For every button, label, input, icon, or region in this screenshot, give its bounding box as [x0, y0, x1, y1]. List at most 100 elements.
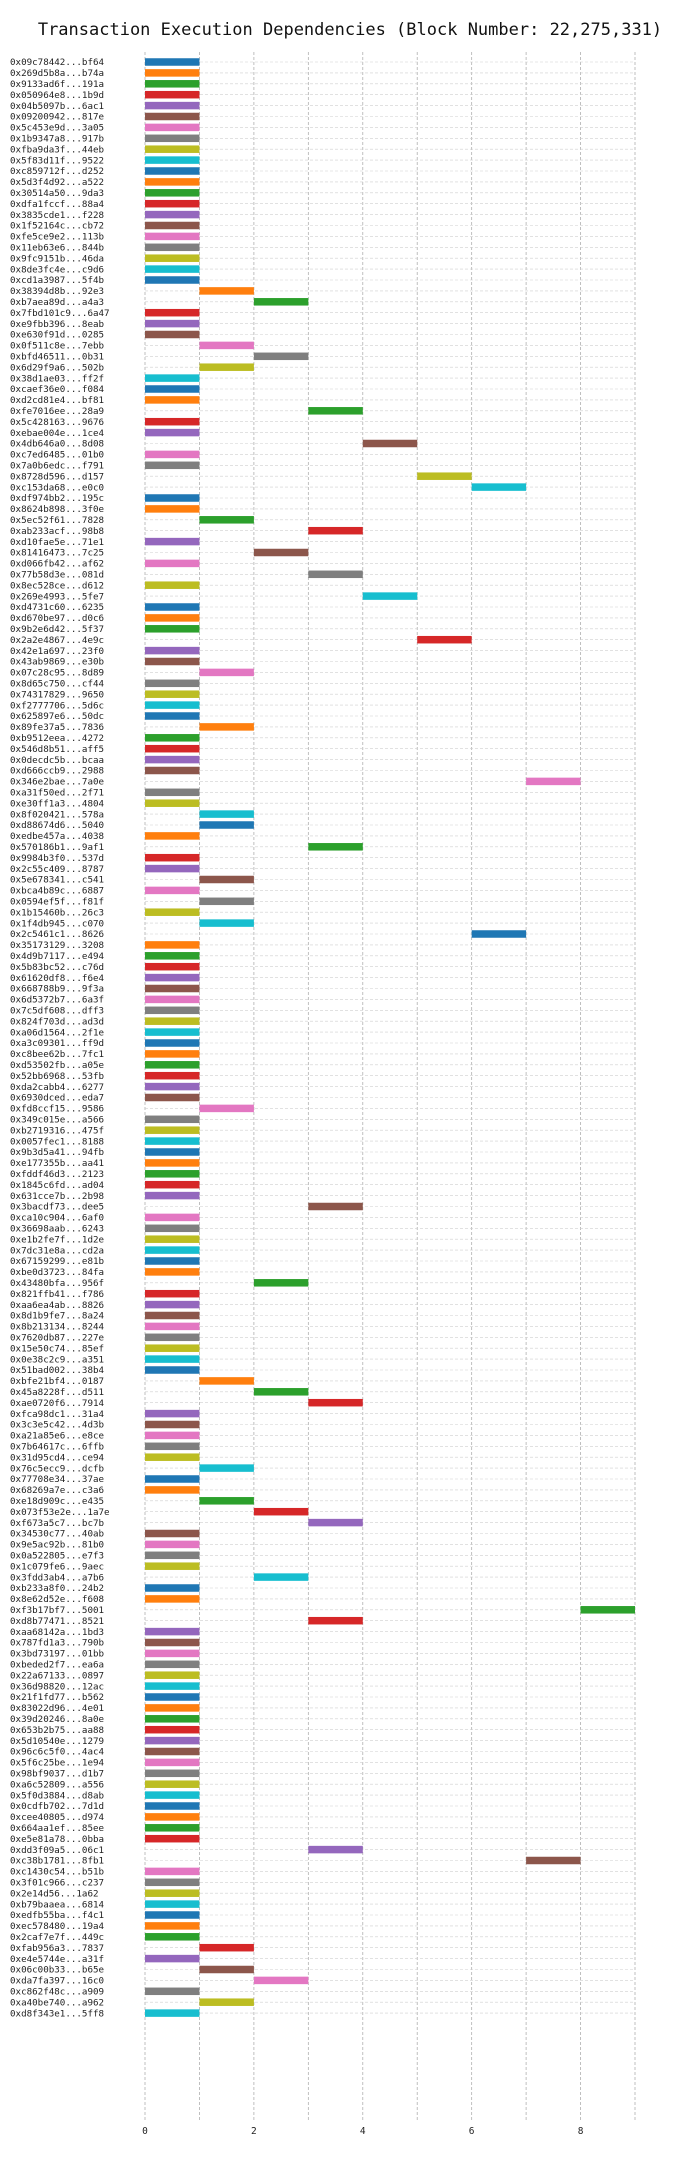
- transaction-label: 0xc859712f...d252: [10, 166, 104, 177]
- transaction-bars: [145, 58, 635, 2017]
- transaction-label: 0x76c5ecc9...dcfb: [10, 1463, 104, 1474]
- transaction-label: 0x6d5372b7...6a3f: [10, 995, 104, 1006]
- transaction-label: 0x38d1ae03...ff2f: [10, 373, 104, 384]
- transaction-bar: [145, 1093, 200, 1102]
- transaction-bar: [145, 1736, 200, 1745]
- transaction-label: 0xedfb55ba...f4c1: [10, 1910, 104, 1921]
- transaction-bar: [145, 799, 200, 807]
- transaction-bar: [199, 1497, 254, 1505]
- transaction-bar: [145, 1170, 200, 1178]
- transaction-bar: [199, 875, 254, 884]
- transaction-bar: [145, 690, 200, 698]
- transaction-bar: [145, 1246, 200, 1254]
- transaction-label: 0x89fe37a5...7836: [10, 722, 104, 733]
- transaction-label: 0x06c00b33...b65e: [10, 1965, 104, 1976]
- transaction-bar: [145, 1780, 200, 1788]
- transaction-label: 0xd066fb42...af62: [10, 559, 104, 570]
- transaction-bar: [145, 657, 200, 666]
- chart-title: Transaction Execution Dependencies (Bloc…: [37, 20, 663, 40]
- x-tick-label: 0: [142, 2126, 148, 2137]
- transaction-bar: [145, 1627, 200, 1636]
- transaction-bar: [308, 1518, 363, 1527]
- transaction-bar: [145, 679, 200, 688]
- transaction-bar: [145, 243, 200, 252]
- transaction-label: 0x2a2e4867...4e9c: [10, 635, 104, 646]
- transaction-bar: [145, 1933, 200, 1941]
- transaction-bar: [253, 548, 309, 557]
- transaction-label: 0x8e62d52e...f608: [10, 1594, 104, 1605]
- transaction-label: 0x09c78442...bf64: [10, 57, 105, 68]
- transaction-label: 0x39d20246...8a0e: [10, 1714, 104, 1725]
- transaction-bar: [145, 221, 200, 230]
- transaction-bar: [145, 1693, 200, 1701]
- transaction-label: 0xb7aea89d...a4a3: [10, 297, 104, 308]
- transaction-label: 0x5f83d11f...9522: [10, 155, 104, 166]
- transaction-label: 0xcaef36e0...f084: [10, 384, 105, 395]
- transaction-bar: [199, 341, 254, 350]
- transaction-bar: [145, 1409, 200, 1418]
- transaction-bar: [145, 1300, 200, 1309]
- transaction-bar: [145, 1715, 200, 1723]
- transaction-bar: [145, 69, 200, 77]
- transaction-label: 0xfe7016ee...28a9: [10, 406, 104, 417]
- transaction-bar: [145, 701, 200, 709]
- transaction-bar: [145, 1126, 200, 1134]
- transaction-label: 0x787fd1a3...790b: [10, 1638, 104, 1649]
- transaction-bar: [145, 1638, 200, 1647]
- transaction-bar: [253, 1388, 309, 1396]
- transaction-bar: [417, 635, 472, 644]
- transaction-bar: [145, 1333, 200, 1342]
- transaction-label: 0xedbe457a...4038: [10, 831, 104, 842]
- transaction-bar: [199, 1464, 254, 1472]
- transaction-label: 0x36d98820...12ac: [10, 1681, 104, 1692]
- transaction-bar: [471, 483, 527, 491]
- x-tick-label: 4: [360, 2126, 366, 2137]
- transaction-bar: [526, 777, 581, 786]
- x-tick-label: 2: [251, 2126, 257, 2137]
- transaction-bar: [145, 625, 200, 633]
- transaction-label: 0x9b2e6d42...5f37: [10, 624, 104, 635]
- transaction-bar: [145, 1562, 200, 1570]
- transaction-label: 0x4d9b7117...e494: [10, 951, 105, 962]
- transaction-label: 0xfab956a3...7837: [10, 1943, 104, 1954]
- transaction-labels: 0x09c78442...bf640x269d5b8a...b74a0x9133…: [10, 57, 110, 2019]
- transaction-bar: [145, 712, 200, 720]
- transaction-bar: [145, 995, 200, 1004]
- transaction-bar: [526, 1856, 581, 1865]
- transaction-label: 0x5f0d3884...d8ab: [10, 1790, 104, 1801]
- transaction-bar: [145, 864, 200, 873]
- transaction-label: 0xc862f48c...a909: [10, 1987, 104, 1998]
- transaction-label: 0x68269a7e...c3a6: [10, 1485, 104, 1496]
- transaction-bar: [362, 439, 418, 448]
- transaction-label: 0x7620db87...227e: [10, 1333, 104, 1344]
- transaction-bar: [145, 330, 200, 339]
- transaction-label: 0xd670be97...d0c6: [10, 613, 104, 624]
- transaction-bar: [199, 516, 254, 524]
- transaction-bar: [145, 1802, 200, 1810]
- transaction-bar: [145, 1257, 200, 1265]
- transaction-bar: [145, 265, 200, 273]
- transaction-bar: [308, 570, 363, 579]
- transaction-bar: [145, 853, 200, 862]
- transaction-label: 0x1f4db945...c070: [10, 918, 104, 929]
- transaction-bar: [145, 1289, 200, 1298]
- transaction-label: 0x824f703d...ad3d: [10, 1016, 104, 1027]
- transaction-bar: [199, 1998, 254, 2006]
- transaction-bar: [199, 1104, 254, 1113]
- transaction-bar: [199, 1965, 254, 1974]
- transaction-label: 0x3bacdf73...dee5: [10, 1202, 104, 1213]
- transaction-bar: [145, 1551, 200, 1560]
- transaction-bar: [145, 766, 200, 775]
- transaction-bar: [145, 1867, 200, 1876]
- transaction-bar: [199, 287, 254, 295]
- transaction-bar: [471, 930, 527, 938]
- transaction-label: 0xa40be740...a962: [10, 1997, 104, 2008]
- transaction-label: 0xa21a85e6...e8ce: [10, 1431, 104, 1442]
- transaction-bar: [145, 1595, 200, 1603]
- transaction-label: 0x04b5097b...6ac1: [10, 101, 104, 112]
- transaction-label: 0xbe0d3723...84fa: [10, 1267, 104, 1278]
- transaction-bar: [145, 1322, 200, 1331]
- transaction-bar: [145, 603, 200, 611]
- transaction-label: 0xa6c52809...a556: [10, 1779, 104, 1790]
- transaction-label: 0xa06d1564...2f1e: [10, 1027, 104, 1038]
